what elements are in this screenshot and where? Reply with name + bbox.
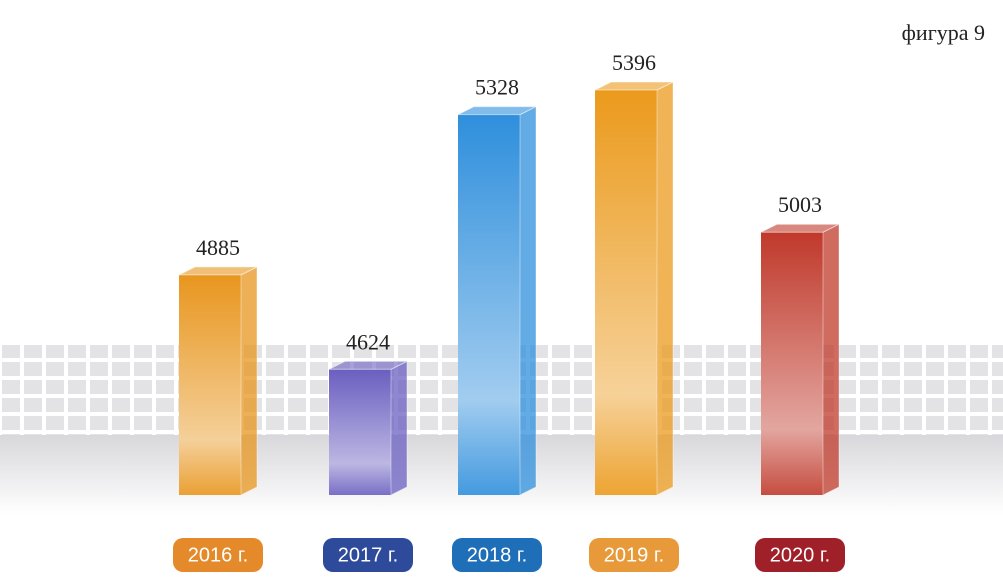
bar-top (178, 266, 258, 276)
bar-side (656, 81, 674, 496)
bar-top (760, 223, 840, 233)
category-pill (755, 538, 845, 572)
x-tick-label: 2020 г. (770, 544, 830, 566)
value-label: 4624 (346, 329, 390, 354)
bar-top (457, 106, 537, 116)
bar-shine (329, 369, 391, 495)
value-label: 4885 (196, 235, 240, 260)
value-label: 5396 (612, 50, 656, 75)
category-pill (452, 538, 542, 572)
bar-shine (595, 90, 657, 495)
x-tick-label: 2017 г. (338, 544, 398, 566)
x-tick-label: 2018 г. (467, 544, 527, 566)
category-pill (323, 538, 413, 572)
bar-side (519, 105, 537, 496)
x-tick-label: 2019 г. (604, 544, 664, 566)
bar-top (594, 81, 674, 91)
chart-title: фигура 9 (902, 20, 985, 45)
bar-shine (179, 274, 241, 495)
bar-side (240, 266, 258, 496)
bar-shine (458, 114, 520, 495)
value-label: 5328 (475, 75, 519, 100)
x-tick-label: 2016 г. (188, 544, 248, 566)
value-label: 5003 (778, 192, 822, 217)
bar-side (390, 360, 408, 496)
category-pill (589, 538, 679, 572)
bar-shine (761, 232, 823, 495)
bar-top (328, 360, 408, 370)
category-pill (173, 538, 263, 572)
bar-side (822, 223, 840, 496)
